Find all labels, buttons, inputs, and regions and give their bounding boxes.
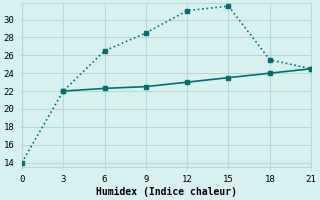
X-axis label: Humidex (Indice chaleur): Humidex (Indice chaleur) [96,186,237,197]
